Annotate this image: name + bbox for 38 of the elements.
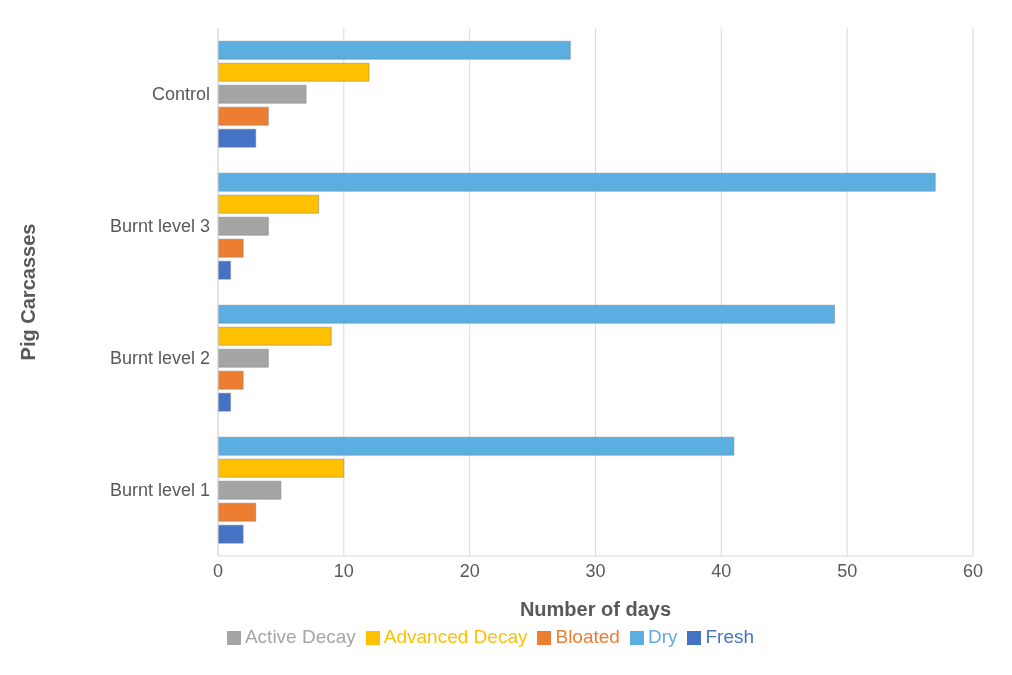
bar [218, 172, 936, 192]
bar [218, 238, 244, 258]
x-tick-label: 20 [459, 560, 480, 581]
bar [218, 194, 319, 214]
bar [218, 260, 231, 280]
bar [218, 40, 571, 60]
y-tick-label: Control [151, 84, 210, 105]
x-tick-label: 10 [333, 560, 354, 581]
bar [218, 480, 282, 500]
bar [218, 62, 370, 82]
bar [218, 370, 244, 390]
x-axis-title: Number of days [519, 598, 672, 620]
bar [218, 348, 269, 368]
legend-label: Dry [647, 626, 678, 647]
y-axis-title: Pig Carcasses [17, 223, 40, 361]
y-tick-label: Burnt level 3 [109, 216, 210, 237]
bar [218, 524, 244, 544]
y-tick-label: Burnt level 2 [109, 348, 210, 369]
bar [218, 304, 835, 324]
bar [218, 106, 269, 126]
legend-label: Fresh [705, 626, 755, 647]
bar [218, 392, 231, 412]
legend-label: Active Decay [244, 626, 356, 647]
bar [218, 84, 307, 104]
x-tick-label: 0 [212, 560, 224, 581]
bar [218, 326, 332, 346]
x-tick-label: 50 [837, 560, 858, 581]
bar [218, 502, 256, 522]
bar [218, 436, 735, 456]
x-tick-label: 40 [711, 560, 732, 581]
x-tick-label: 30 [585, 560, 606, 581]
legend-label: Bloated [555, 626, 620, 647]
y-tick-label: Burnt level 1 [109, 480, 210, 501]
legend-label: Advanced Decay [383, 626, 528, 647]
bar [218, 128, 256, 148]
x-tick-label: 60 [962, 560, 984, 581]
bar [218, 458, 345, 478]
bar [218, 216, 269, 236]
